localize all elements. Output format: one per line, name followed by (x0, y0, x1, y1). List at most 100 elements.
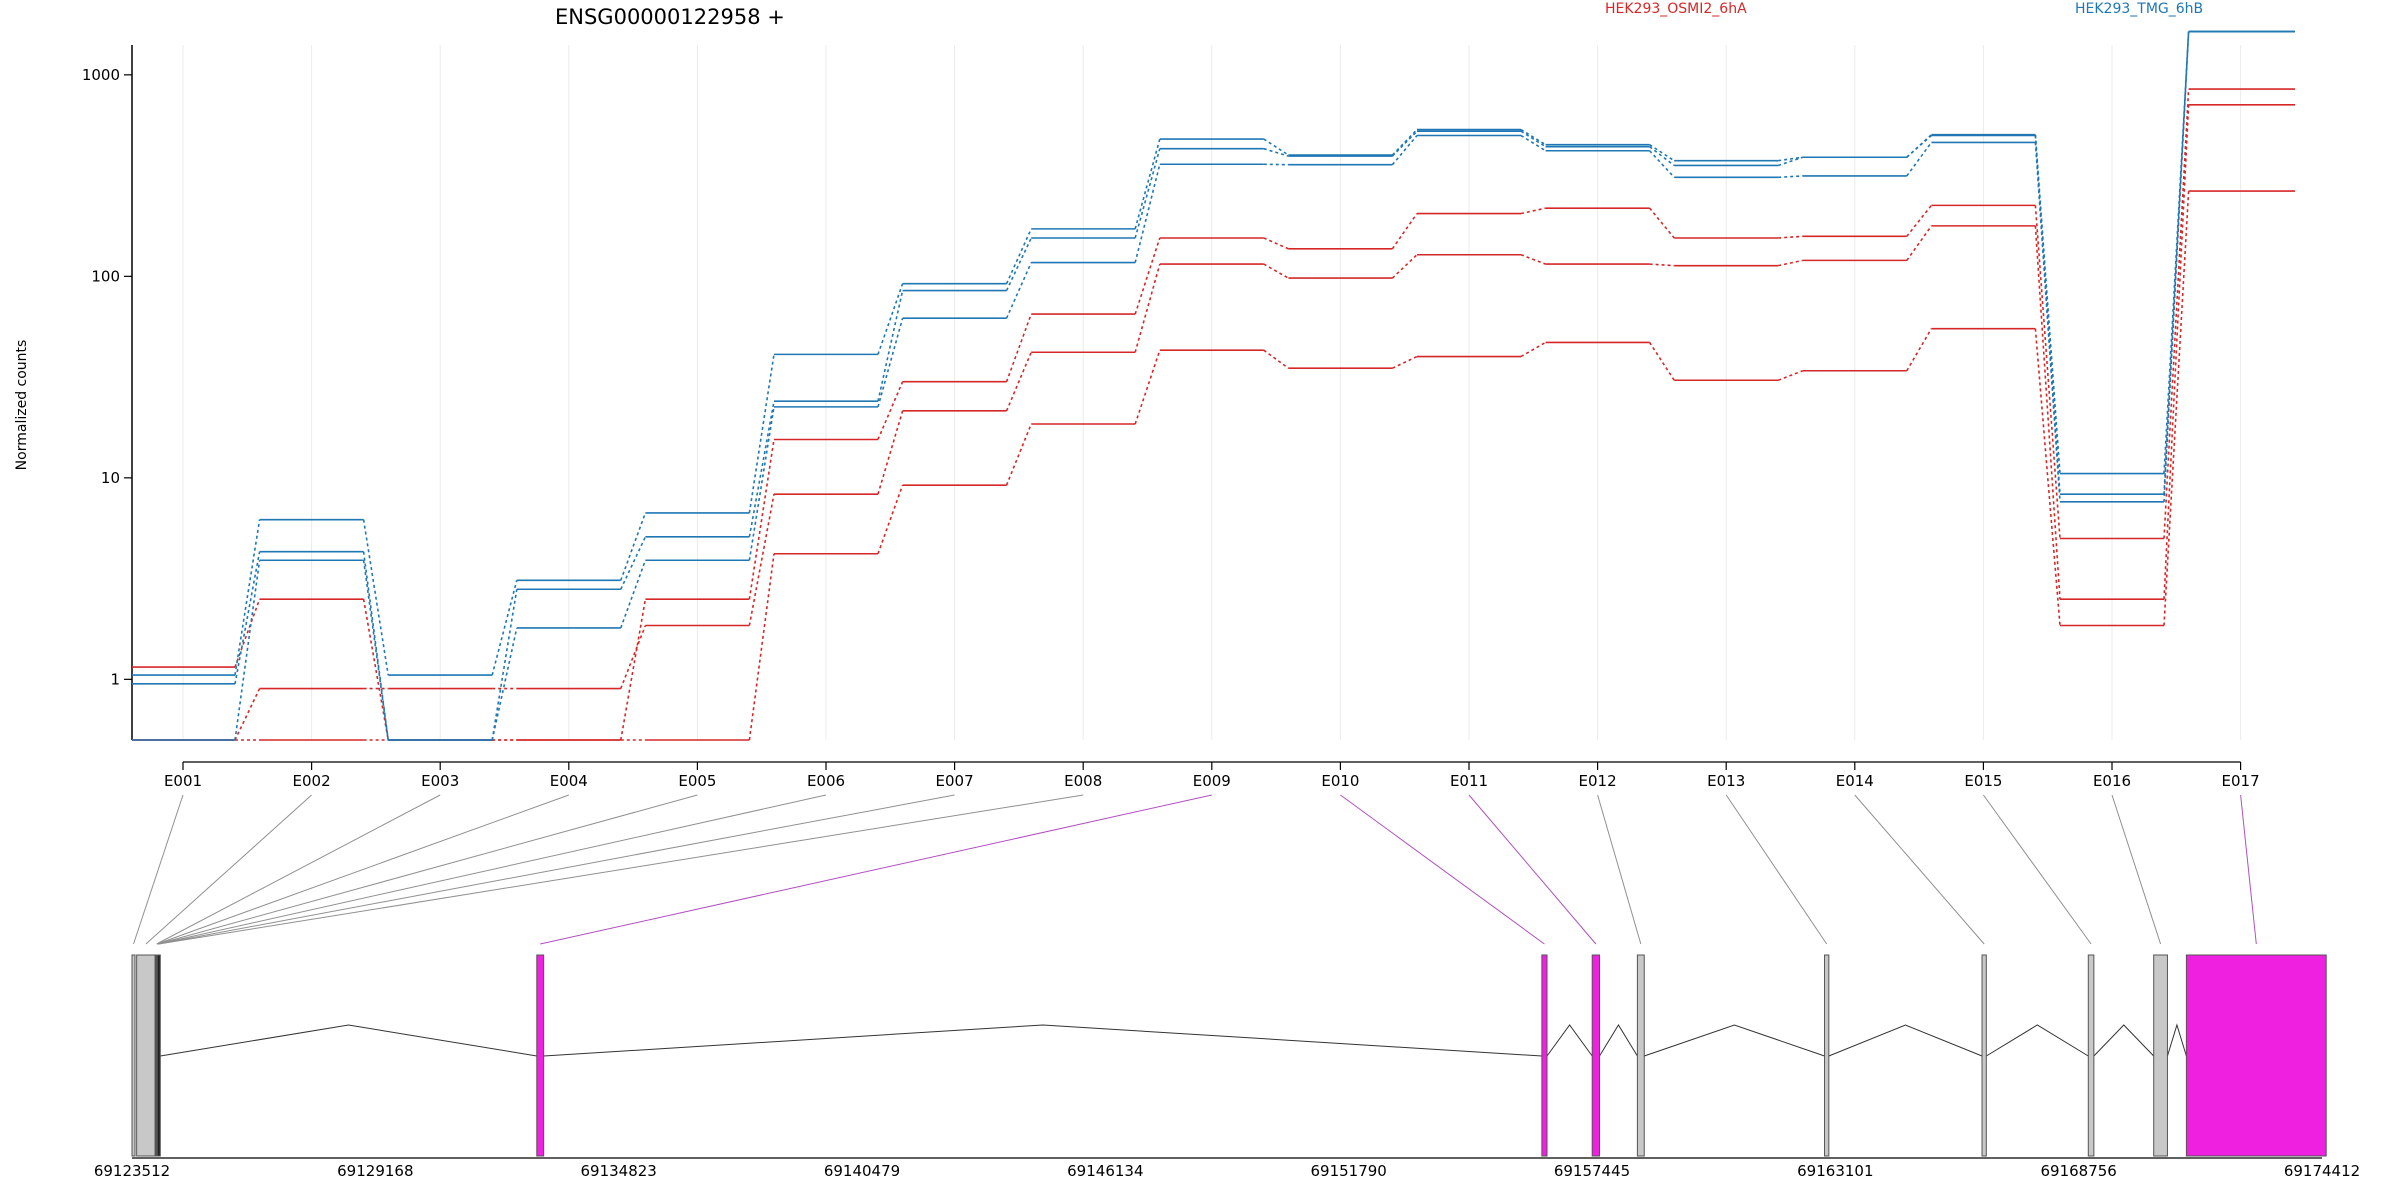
series-connector (2034, 328, 2061, 626)
exon-connector (1725, 794, 1828, 945)
series-connector (877, 283, 904, 355)
chart-title: ENSG00000122958 + (555, 5, 785, 29)
series-connector (2034, 225, 2061, 600)
series-connector (748, 494, 775, 626)
intron-line (1644, 1024, 1825, 1057)
series-connector (1134, 164, 1161, 263)
series-connector (362, 551, 389, 741)
genomic-coordinate-label: 69163101 (1797, 1162, 1873, 1180)
x-tick-label: E005 (678, 772, 716, 790)
genomic-coordinate-label: 69151790 (1310, 1162, 1386, 1180)
x-tick-label: E015 (1964, 772, 2002, 790)
series-connector (620, 625, 647, 689)
x-tick-label: E013 (1707, 772, 1745, 790)
series-connector (620, 536, 647, 590)
series-hek293-tmg-6hb-4 (132, 30, 2295, 741)
series-connector (1263, 349, 1289, 369)
series-connector (491, 580, 518, 676)
y-tick-label: 100 (91, 267, 120, 285)
series-connector (2163, 89, 2190, 539)
x-tick-label: E007 (936, 772, 974, 790)
exon-box-e009 (536, 954, 545, 1157)
series-connector (1778, 235, 1803, 239)
series-connector (877, 484, 904, 555)
series-connector (1777, 370, 1804, 382)
x-tick-label: E010 (1321, 772, 1359, 790)
series-connector (1391, 213, 1418, 250)
gene-model: 69123512 69129168 69134823 69140479 69146134… (94, 954, 2360, 1180)
series-connector (2163, 104, 2190, 600)
series-connector (748, 401, 775, 537)
series-connector (362, 599, 389, 741)
exon-box-e001 (131, 954, 136, 1157)
series-connector (1520, 128, 1547, 146)
series-connector (1777, 156, 1804, 167)
x-tick-label: E016 (2093, 772, 2131, 790)
series-connector (1391, 134, 1418, 166)
legend-item-tmg: HEK293_TMG_6hB (2075, 1, 2203, 17)
series-hek293-osmi2-6ha-1 (132, 104, 2295, 741)
x-tick-label: E017 (2222, 772, 2260, 790)
x-tick-label: E003 (421, 772, 459, 790)
series-connector (1391, 130, 1418, 157)
series-connector (1649, 144, 1675, 162)
genomic-coordinate-label: 69157445 (1554, 1162, 1630, 1180)
exon-connector (2240, 794, 2257, 945)
series-connector (2034, 205, 2061, 539)
series-connector (1649, 146, 1675, 167)
series-connector (620, 599, 647, 741)
intron-line (2166, 1023, 2187, 1057)
y-axis-label: Normalized counts (14, 340, 30, 471)
intron-line (1599, 1024, 1638, 1057)
series-connector (1392, 355, 1418, 369)
x-tick-label: E002 (293, 772, 331, 790)
genomic-coordinate-label: 69123512 (94, 1162, 170, 1180)
series-connector (1906, 141, 1933, 177)
series-connector (748, 406, 775, 561)
exon-box-e011 (1591, 954, 1601, 1157)
intron-line (2093, 1024, 2155, 1057)
series-connector (1005, 262, 1032, 319)
series-connector (1005, 237, 1032, 291)
x-tick-label: E012 (1579, 772, 1617, 790)
intron-line (543, 1024, 1542, 1057)
series-connector (1906, 225, 1933, 261)
intron-line (1828, 1024, 1983, 1057)
series-connector (1906, 134, 1932, 158)
series-connector (877, 410, 904, 495)
y-tick-label: 1000 (82, 66, 120, 84)
series-connector (2163, 31, 2190, 502)
series-connector (748, 354, 775, 514)
series-connector (620, 559, 647, 629)
genomic-coordinate-label: 69134823 (580, 1162, 656, 1180)
series-hek293-osmi2-6ha-0 (132, 88, 2295, 741)
y-tick-label: 1 (110, 670, 120, 688)
series-connector (748, 553, 775, 741)
y-tick-label: 10 (101, 469, 120, 487)
series-connector (877, 317, 904, 408)
intron-line (160, 1024, 537, 1057)
exon-connector (133, 794, 184, 945)
series-lines (132, 30, 2295, 741)
series-connector (1778, 259, 1803, 267)
exon-connector (156, 794, 441, 945)
series-connector (1520, 134, 1547, 152)
series-hek293-tmg-6hb-5 (132, 30, 2295, 741)
series-connector (491, 589, 518, 741)
exon-connector (157, 794, 698, 945)
series-connector (234, 598, 261, 668)
exon-box-e014 (1981, 954, 1987, 1157)
x-tick-label: E006 (807, 772, 845, 790)
series-connector (234, 551, 261, 684)
series-connector (1778, 156, 1803, 162)
series-connector (1005, 228, 1032, 284)
series-connector (1263, 263, 1289, 279)
series-connector (1648, 207, 1675, 239)
exon-box-e008 (156, 954, 161, 1157)
exon-box-e017 (2185, 954, 2327, 1157)
exon-connector (145, 794, 312, 945)
series-connector (1263, 147, 1289, 157)
genomic-coordinate-label: 69168756 (2040, 1162, 2116, 1180)
series-connector (1391, 254, 1418, 279)
x-tick-label: E009 (1193, 772, 1231, 790)
